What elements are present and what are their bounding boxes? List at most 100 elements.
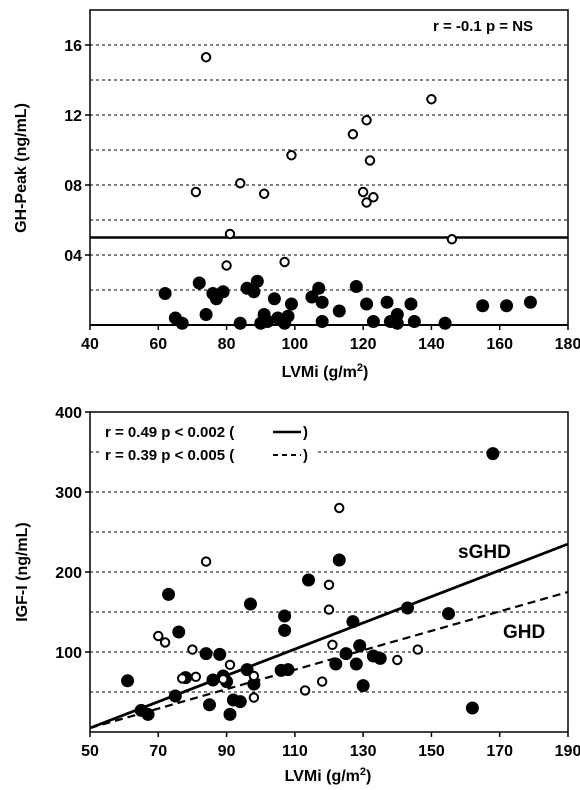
p1-point-open — [347, 129, 359, 140]
p1-point-open — [279, 256, 290, 268]
p1-point-open — [446, 234, 458, 245]
gh-peak-panel: 40 60 80 100 120 140 160 180 04 08 12 16 r = -0.1 … — [13, 9, 580, 381]
p2-label-ghd: GHD — [503, 622, 545, 643]
p2-legend-background — [100, 418, 318, 464]
p1-y-axis-label: GH-Peak (ng/mL) — [13, 103, 30, 233]
p2-point-filled — [213, 647, 227, 661]
p2-annotation-dashed: r = 0.39 p < 0.005 ( — [105, 447, 234, 464]
p1-point-filled — [247, 285, 261, 299]
p2-point-filled — [203, 698, 216, 712]
p1-point-filled — [407, 315, 421, 328]
p1-point-open — [361, 115, 372, 126]
p2-annotation-solid-close: ) — [303, 424, 308, 441]
p2-point-filled — [302, 573, 316, 587]
p2-point-filled — [278, 623, 292, 637]
p2-point-open — [323, 604, 335, 615]
p2-point-filled — [346, 615, 360, 629]
p2-point-filled — [162, 587, 176, 601]
p1-y-ticks: 04 08 12 16 — [64, 38, 90, 265]
p1-plot-frame — [89, 9, 569, 326]
p2-point-open — [299, 685, 311, 696]
p2-point-filled — [442, 607, 455, 621]
p2-y-axis-label: IGF-I (ng/mL) — [14, 522, 31, 622]
p2-point-open — [217, 674, 229, 685]
p1-x-axis-label: LVMi (g/m2) — [282, 362, 369, 381]
p2-point-filled — [349, 657, 363, 671]
p1-point-filled — [476, 299, 490, 313]
p2-point-open — [159, 637, 171, 648]
p1-point-filled — [360, 297, 374, 311]
p1-x-tick-label: 140 — [418, 336, 445, 353]
p1-x-tick-label: 40 — [81, 336, 99, 353]
p2-point-open — [412, 644, 423, 655]
p1-point-open — [235, 178, 246, 189]
p2-x-tick-label: 170 — [486, 743, 513, 760]
p1-point-filled — [305, 290, 319, 304]
p2-x-tick-label: 190 — [555, 743, 580, 760]
p2-point-open — [224, 659, 236, 670]
p2-point-filled — [247, 677, 261, 691]
p2-y-tick-label: 100 — [55, 645, 82, 662]
p1-x-tick-label: 160 — [486, 336, 513, 353]
p1-point-filled — [281, 309, 295, 323]
p1-point-filled — [250, 274, 264, 288]
p2-point-open — [316, 676, 328, 687]
p1-point-open — [361, 197, 372, 208]
p2-point-filled — [332, 553, 346, 567]
p1-gridlines — [90, 9, 568, 326]
p2-annotation-dashed-close: ) — [303, 447, 308, 464]
p1-point-filled — [312, 281, 326, 295]
p1-point-filled — [332, 304, 346, 318]
p1-point-filled — [284, 297, 298, 311]
p1-point-open — [368, 192, 379, 203]
p2-point-filled — [243, 597, 257, 611]
p2-point-filled — [329, 657, 343, 671]
p2-point-filled — [223, 707, 237, 721]
p1-point-open — [357, 186, 369, 198]
p2-point-open — [176, 673, 188, 684]
p1-x-tick-label: 100 — [282, 336, 309, 353]
p1-y-tick-label: 04 — [64, 248, 82, 265]
p1-point-filled — [261, 315, 275, 328]
p2-point-filled — [356, 679, 370, 693]
p2-point-filled — [281, 663, 295, 677]
p2-point-open — [190, 671, 202, 682]
p2-point-filled — [172, 625, 186, 639]
p2-y-ticks: 100 200 300 400 — [55, 405, 90, 662]
p1-points — [158, 52, 537, 330]
p1-y-tick-label: 12 — [64, 108, 82, 125]
p1-point-filled — [500, 299, 514, 313]
p1-point-filled — [366, 315, 380, 328]
p2-label-sghd: sGHD — [458, 542, 511, 563]
p1-point-filled — [175, 316, 189, 330]
p2-x-tick-label: 130 — [350, 743, 377, 760]
p2-point-filled — [465, 701, 479, 715]
p1-point-filled — [216, 285, 230, 299]
p2-point-filled — [486, 447, 500, 461]
p2-point-filled — [233, 695, 247, 709]
p2-annotation-solid: r = 0.49 p < 0.002 ( — [105, 424, 234, 441]
p1-point-open — [286, 150, 297, 161]
p2-point-open — [187, 644, 198, 655]
p2-point-filled — [353, 639, 367, 653]
p2-point-filled — [401, 601, 415, 615]
p1-x-tick-label: 120 — [350, 336, 377, 353]
p2-y-tick-label: 400 — [55, 405, 82, 422]
p2-point-open — [334, 502, 345, 514]
p1-y-tick-label: 16 — [64, 38, 82, 55]
p1-point-filled — [380, 295, 394, 309]
p2-points — [121, 447, 500, 721]
p2-point-open — [153, 630, 164, 642]
p2-point-filled — [278, 609, 292, 623]
p2-x-axis-label: LVMi (g/m2) — [285, 766, 372, 785]
p1-point-open — [364, 155, 376, 166]
p1-point-open — [221, 260, 232, 271]
p1-point-filled — [390, 316, 404, 330]
p2-y-tick-label: 200 — [55, 565, 82, 582]
p2-point-filled — [339, 647, 353, 661]
p1-point-open — [224, 228, 236, 240]
p2-point-open — [200, 556, 212, 567]
p1-point-filled — [315, 315, 329, 328]
